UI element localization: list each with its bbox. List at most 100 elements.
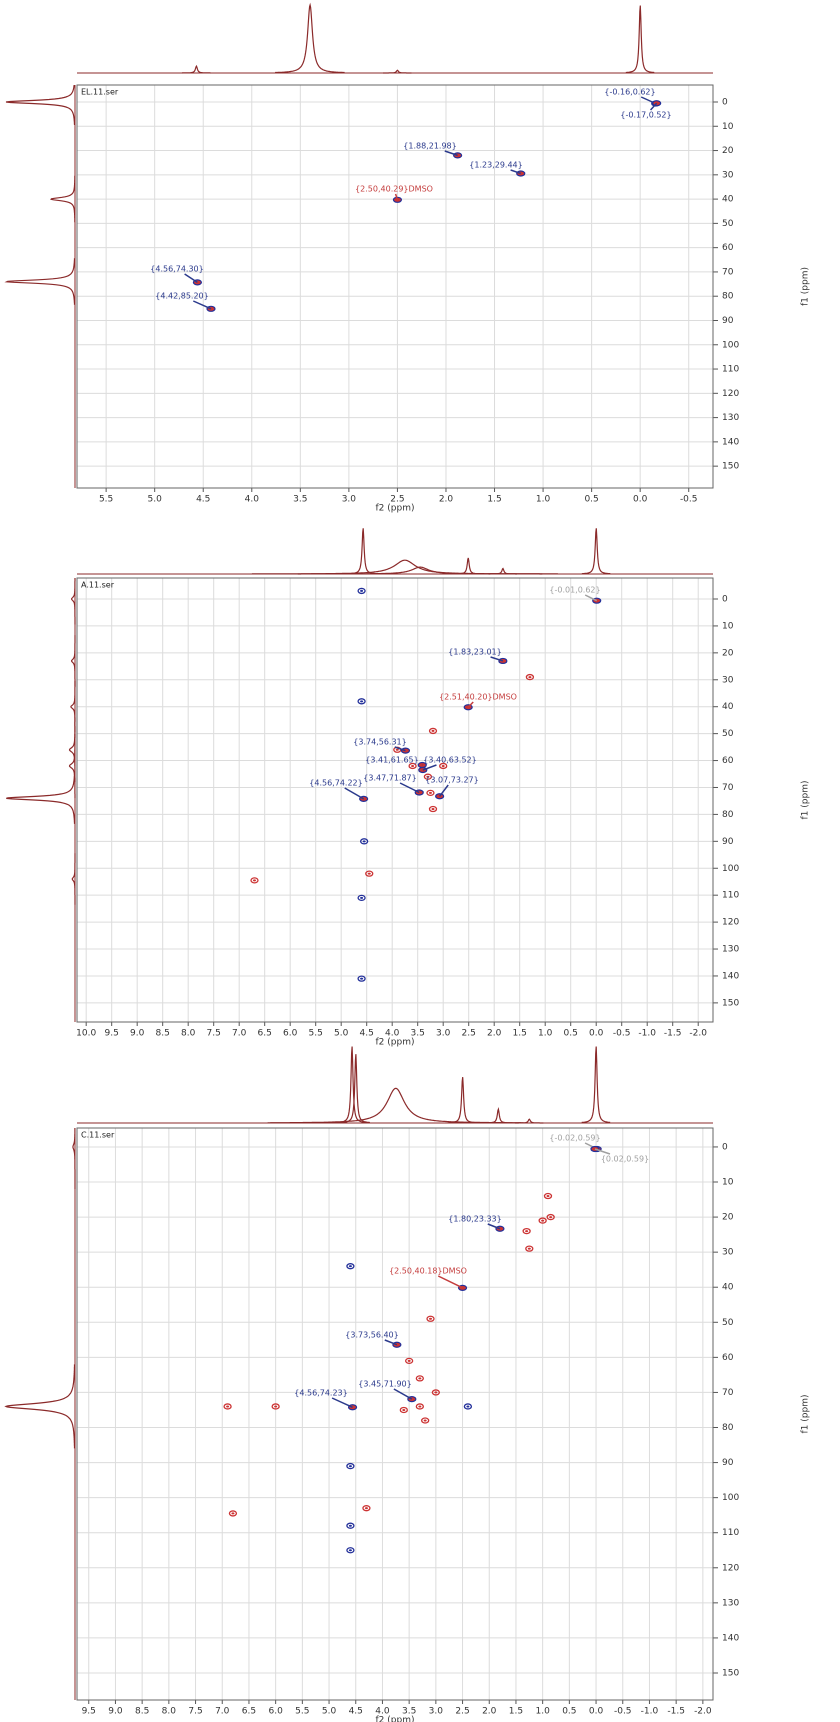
f1-projection-peak bbox=[4, 258, 76, 305]
plot-frame bbox=[76, 577, 714, 1023]
x-tick-label: 6.0 bbox=[283, 1029, 298, 1039]
f1-projection-peak bbox=[4, 1364, 76, 1449]
x-tick-label: 3.5 bbox=[293, 495, 307, 505]
x-tick-label: -2.0 bbox=[689, 1029, 707, 1039]
annotation-arrow bbox=[393, 1388, 413, 1400]
cross-peak bbox=[421, 1417, 430, 1424]
cross-peak-core bbox=[348, 1549, 352, 1552]
x-tick-label: 6.5 bbox=[258, 1029, 272, 1039]
cross-peak bbox=[428, 727, 438, 735]
cross-peak bbox=[228, 1510, 238, 1517]
f2-projection-peak bbox=[275, 2, 345, 74]
y-tick-label: 20 bbox=[722, 648, 734, 658]
x-tick-label: 9.5 bbox=[105, 1029, 119, 1039]
x-tick-label: 8.0 bbox=[181, 1029, 196, 1039]
cross-peak-core bbox=[252, 879, 256, 882]
annotation-label: {1.80,23.33} bbox=[448, 1215, 501, 1224]
f1-projection-peak bbox=[68, 733, 76, 799]
x-tick-label: 3.5 bbox=[402, 1707, 416, 1717]
y-tick-label: 10 bbox=[722, 1178, 734, 1188]
f1-projection-peak bbox=[71, 635, 76, 687]
annotation-arrow bbox=[394, 193, 399, 201]
annotation-arrow bbox=[399, 782, 420, 794]
cross-peak bbox=[439, 762, 448, 770]
y-tick-label: 130 bbox=[722, 1598, 739, 1608]
annotation-label: {3.73,56.40} bbox=[345, 1331, 398, 1340]
cross-peak-core bbox=[367, 872, 371, 875]
annotation-label: {-0.02,0.59} bbox=[549, 1134, 600, 1143]
cross-peak bbox=[359, 838, 369, 845]
cross-peak bbox=[463, 1403, 473, 1410]
f2-projection-peak bbox=[341, 1054, 370, 1124]
annotation-label: {3.07,73.27} bbox=[425, 776, 478, 785]
annotation-arrow bbox=[331, 1397, 353, 1408]
x-tick-label: 1.5 bbox=[487, 495, 501, 505]
cross-peak-core bbox=[428, 791, 432, 794]
cross-peak bbox=[346, 1522, 355, 1529]
x-tick-label: 7.5 bbox=[188, 1707, 202, 1717]
y-tick-label: 90 bbox=[722, 316, 734, 326]
annotation-label: {4.42,85.20} bbox=[155, 292, 208, 301]
cross-peak bbox=[408, 762, 417, 770]
cross-peak bbox=[346, 1263, 355, 1270]
f2-projection-peak bbox=[348, 528, 378, 575]
cross-peak bbox=[362, 1505, 371, 1512]
cross-peak-core bbox=[348, 1465, 352, 1468]
y-tick-label: 20 bbox=[722, 146, 734, 156]
y-tick-label: 140 bbox=[722, 1633, 739, 1643]
x-tick-label: 4.0 bbox=[385, 1029, 400, 1039]
annotation-arrow bbox=[467, 701, 474, 708]
cross-peak bbox=[357, 587, 366, 595]
cross-peak-core bbox=[364, 1507, 368, 1510]
f2-projection-peak bbox=[453, 557, 483, 575]
cross-peak-core bbox=[549, 1216, 553, 1219]
x-axis-label: f2 (ppm) bbox=[376, 504, 415, 514]
cross-peak bbox=[426, 1315, 435, 1322]
x-tick-label: 0.0 bbox=[589, 1707, 604, 1717]
x-tick-label: 1.0 bbox=[538, 1029, 553, 1039]
cross-peak-core bbox=[431, 808, 435, 811]
f1-projection-peak bbox=[71, 853, 76, 905]
x-tick-label: 3.5 bbox=[411, 1029, 425, 1039]
y-tick-label: 0 bbox=[722, 595, 728, 605]
x-tick-label: 9.0 bbox=[108, 1707, 123, 1717]
x-tick-label: -0.5 bbox=[613, 1029, 631, 1039]
x-tick-label: 4.5 bbox=[349, 1707, 363, 1717]
cross-peak bbox=[525, 1245, 534, 1252]
annotation-label: {-0.01,0.62} bbox=[549, 586, 600, 595]
y-tick-label: 30 bbox=[722, 170, 734, 180]
y-tick-label: 40 bbox=[722, 702, 734, 712]
f1-projection-peak bbox=[5, 85, 76, 125]
y-tick-label: 0 bbox=[722, 1142, 728, 1152]
annotation-arrow bbox=[394, 746, 406, 752]
cross-peak-core bbox=[226, 1405, 230, 1408]
x-tick-label: 7.0 bbox=[215, 1707, 230, 1717]
annotation-label: {1.88,21.98} bbox=[403, 142, 456, 151]
plot-frame bbox=[76, 84, 714, 489]
annotation-arrow bbox=[344, 787, 365, 800]
x-tick-label: 9.5 bbox=[82, 1707, 96, 1717]
y-tick-label: 50 bbox=[722, 1318, 734, 1328]
x-tick-label: 7.0 bbox=[232, 1029, 247, 1039]
y-tick-label: 10 bbox=[722, 621, 734, 631]
annotation-label: {-0.17,0.52} bbox=[620, 111, 671, 120]
cross-peak-core bbox=[411, 764, 415, 767]
y-tick-label: 120 bbox=[722, 1563, 739, 1573]
cross-peak-core bbox=[546, 1195, 550, 1198]
f1-projection-peak bbox=[50, 175, 76, 223]
y-tick-label: 150 bbox=[722, 1668, 739, 1678]
cross-peak bbox=[522, 1227, 531, 1235]
x-tick-label: 2.5 bbox=[390, 495, 404, 505]
y-tick-label: 130 bbox=[722, 413, 739, 423]
x-tick-label: 4.0 bbox=[245, 495, 260, 505]
f1-projection-peak bbox=[72, 1128, 76, 1189]
f1-projection-peak bbox=[70, 578, 76, 625]
cross-peak-core bbox=[360, 700, 364, 703]
cross-peak-core bbox=[426, 775, 430, 778]
x-tick-label: 0.0 bbox=[633, 495, 648, 505]
annotation-label: {2.50,40.18}DMSO bbox=[389, 1267, 467, 1276]
y-tick-label: 50 bbox=[722, 219, 734, 229]
cross-peak-core bbox=[402, 1408, 406, 1411]
